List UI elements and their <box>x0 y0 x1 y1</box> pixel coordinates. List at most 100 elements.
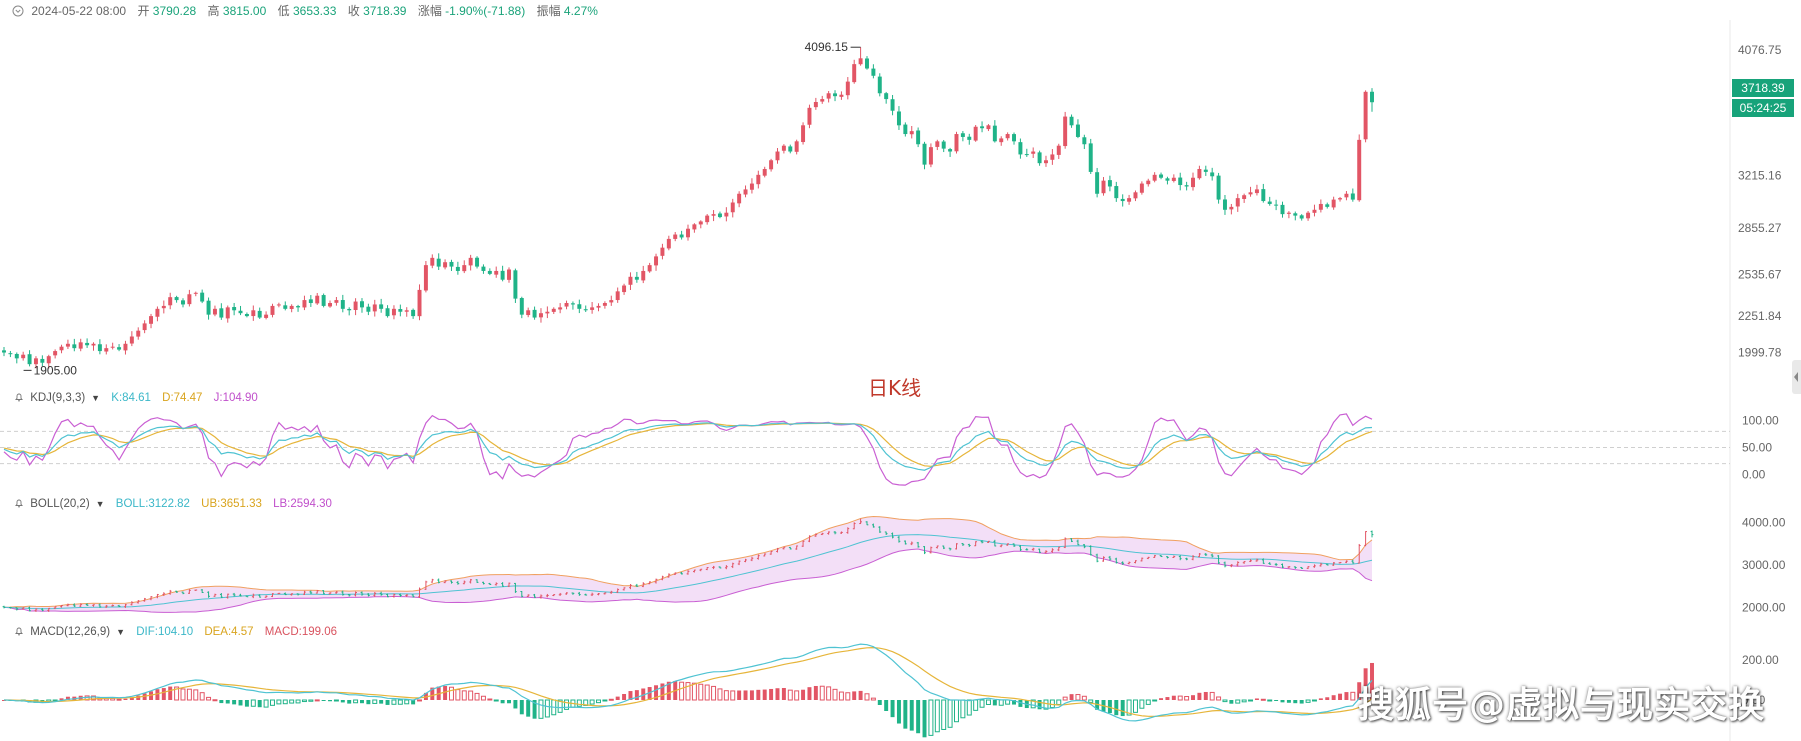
candle-body <box>833 93 838 97</box>
candle-body <box>14 353 19 359</box>
candle-body <box>225 307 230 319</box>
bell-icon[interactable] <box>14 626 24 636</box>
macd-hist-bar <box>998 699 1004 706</box>
candle-body <box>443 262 448 268</box>
macd-hist-bar <box>238 700 243 706</box>
macd-hist-bar <box>756 689 761 700</box>
boll-lb-value: LB:2594.30 <box>273 498 332 510</box>
macd-hist-bar <box>973 699 979 711</box>
candle-body <box>1050 154 1055 160</box>
open-value: 3790.28 <box>152 4 197 18</box>
candle-body <box>193 292 198 294</box>
macd-hist-bar <box>1216 696 1222 701</box>
candle-body <box>845 81 850 96</box>
macd-hist-bar <box>1293 700 1298 704</box>
candle-body <box>91 343 96 346</box>
caret-down-icon[interactable]: ▼ <box>95 499 105 509</box>
boll-legend[interactable]: BOLL(20,2) ▼ BOLL:3122.82 UB:3651.33 LB:2… <box>14 498 340 510</box>
candle-body <box>1293 213 1298 216</box>
close-label: 收 <box>347 4 360 18</box>
macd-hist-bar <box>321 700 326 701</box>
kdj-j-line <box>3 413 1373 486</box>
low-marker: 1905.00 <box>34 363 78 377</box>
macd-legend[interactable]: MACD(12,26,9) ▼ DIF:104.10 DEA:4.57 MACD:… <box>14 626 345 638</box>
candle-body <box>468 257 473 266</box>
candle-body <box>1152 174 1157 181</box>
macd-hist-bar <box>845 692 851 701</box>
macd-hist-bar <box>1056 699 1062 705</box>
caret-down-icon[interactable]: ▼ <box>116 627 126 637</box>
caret-down-icon[interactable]: ▼ <box>91 393 101 403</box>
candle-body <box>1120 198 1125 202</box>
candle-body <box>807 107 812 125</box>
candle-body <box>801 125 806 143</box>
bell-icon[interactable] <box>14 498 24 508</box>
macd-hist-bar <box>1069 694 1074 700</box>
macd-hist-bar <box>219 700 224 704</box>
candle-body <box>1171 177 1176 181</box>
candle-body <box>264 314 269 318</box>
candle-body <box>1184 185 1189 187</box>
candle-body <box>820 99 825 102</box>
candle-body <box>781 145 786 151</box>
macd-hist-bar <box>91 695 96 701</box>
side-panel-handle[interactable] <box>1792 360 1801 394</box>
candle-body <box>411 309 416 317</box>
candle-body <box>1338 198 1343 200</box>
macd-hist-bar <box>538 699 544 719</box>
candle-body <box>1133 192 1138 199</box>
candle-body <box>762 169 767 176</box>
candle-body <box>628 276 633 285</box>
candle-body <box>545 311 550 314</box>
macd-hist-bar <box>1043 699 1049 710</box>
candle-body <box>743 189 748 195</box>
candle-body <box>526 310 531 316</box>
candle-body <box>1043 160 1048 164</box>
macd-hist-bar <box>807 687 812 700</box>
macd-hist-bar <box>174 686 180 701</box>
macd-hist-bar <box>628 691 633 700</box>
candle-body <box>1088 143 1093 172</box>
candle-body <box>315 295 320 304</box>
macd-dea-line <box>4 646 1373 718</box>
macd-hist-bar <box>832 688 838 701</box>
macd-hist-bar <box>870 697 876 701</box>
candle-body <box>583 309 588 311</box>
macd-hist-bar <box>762 689 767 700</box>
macd-hist-bar <box>698 683 704 701</box>
macd-hist-bar <box>557 699 563 713</box>
macd-hist-bar <box>1229 700 1234 704</box>
macd-hist-bar <box>1235 699 1241 704</box>
candle-body <box>1165 178 1170 181</box>
candle-body <box>692 224 697 230</box>
bell-icon[interactable] <box>14 392 24 402</box>
candle-body <box>577 304 582 309</box>
macd-hist-bar <box>116 698 122 701</box>
candle-body <box>283 305 288 309</box>
macd-hist-bar <box>1184 696 1190 701</box>
candle-body <box>1274 204 1279 206</box>
macd-hist-bar <box>186 688 192 701</box>
candle-body <box>596 305 601 308</box>
kdj-legend[interactable]: KDJ(9,3,3) ▼ K:84.61 D:74.47 J:104.90 <box>14 392 266 404</box>
candle-body <box>302 300 307 308</box>
macd-hist-bar <box>826 686 832 701</box>
candle-body <box>289 305 294 309</box>
macd-hist-bar <box>928 699 934 736</box>
candle-body <box>2 350 6 353</box>
macd-hist-bar <box>155 689 160 700</box>
candle-body <box>877 76 882 94</box>
macd-hist-bar <box>136 695 141 700</box>
candle-body <box>992 125 997 142</box>
macd-hist-bar <box>193 689 199 701</box>
candle-body <box>602 303 607 306</box>
candle-body <box>839 94 844 97</box>
candle-body <box>564 303 569 307</box>
candle-body <box>865 58 869 69</box>
candle-body <box>570 303 575 305</box>
amplitude-value: 4.27% <box>563 4 598 18</box>
macd-hist-bar <box>480 695 486 701</box>
macd-hist-bar <box>1370 662 1374 700</box>
candle-body <box>1191 177 1195 188</box>
